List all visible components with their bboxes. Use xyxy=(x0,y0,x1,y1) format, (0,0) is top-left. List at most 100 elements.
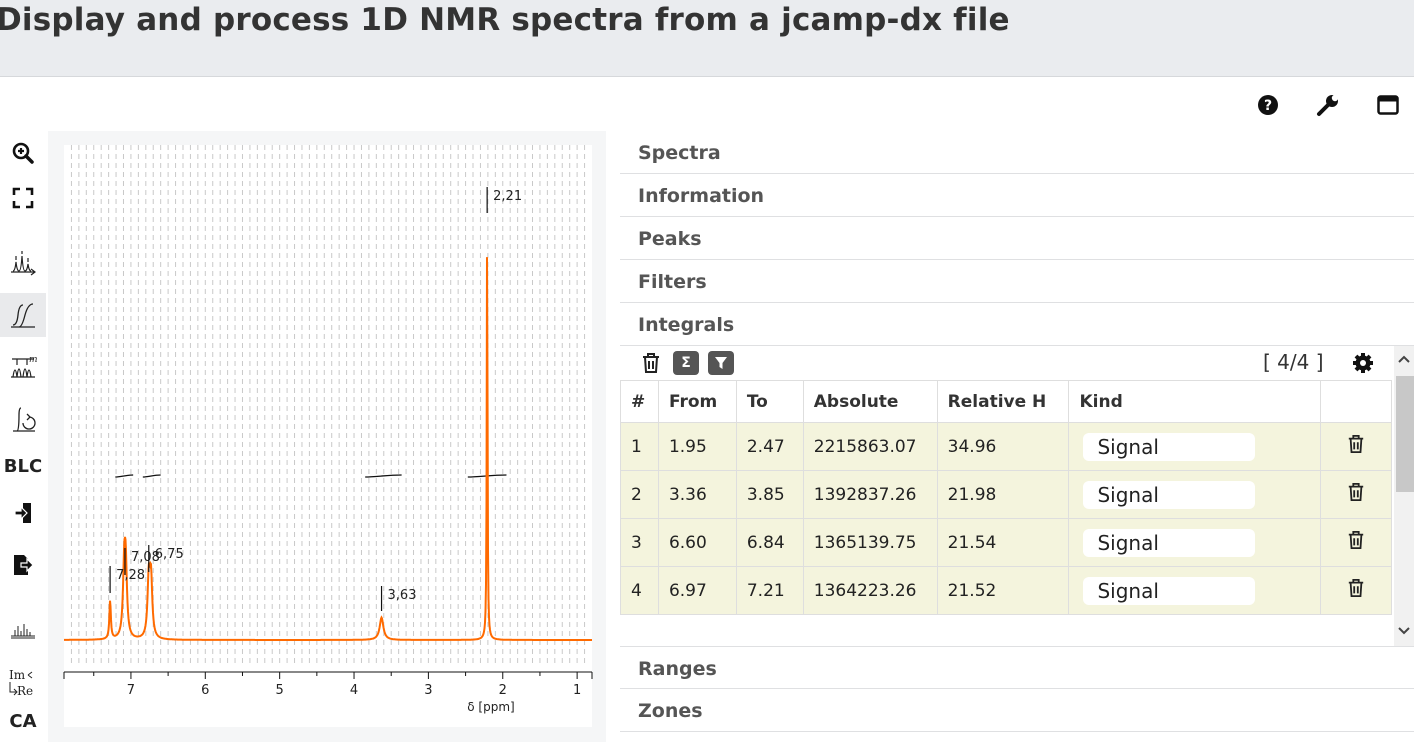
table-row[interactable]: 3 6.60 6.84 1365139.75 21.54 Signal xyxy=(620,518,1392,567)
phase-correction-icon[interactable] xyxy=(0,397,46,441)
import-icon[interactable] xyxy=(0,491,46,535)
integrals-table: # From To Absolute Relative H Kind 1 1.95… xyxy=(620,380,1392,646)
ca-tool[interactable]: CA xyxy=(9,710,37,732)
svg-text:Im: Im xyxy=(9,668,26,682)
kind-select[interactable]: Signal xyxy=(1083,528,1256,557)
cell-to: 6.84 xyxy=(735,518,804,567)
kind-select[interactable]: Signal xyxy=(1083,432,1256,461)
cell-to: 3.85 xyxy=(735,470,804,519)
filter-icon[interactable] xyxy=(708,351,734,375)
col-number[interactable]: # xyxy=(620,380,659,423)
top-toolbar: ? xyxy=(0,78,1414,131)
kind-select[interactable]: Signal xyxy=(1083,480,1256,509)
svg-text:Re: Re xyxy=(17,684,33,698)
x-tick-label: 2 xyxy=(499,683,507,698)
integral-icon[interactable] xyxy=(0,293,46,337)
delete-all-icon[interactable] xyxy=(638,351,664,375)
cell-n: 2 xyxy=(620,470,659,519)
x-tick-label: 7 xyxy=(127,683,135,698)
cell-kind: Signal xyxy=(1068,518,1322,567)
tools-sidebar: m BLC Im Re CA xyxy=(0,131,48,742)
scroll-up-icon[interactable] xyxy=(1397,352,1411,366)
page-title: Display and process 1D NMR spectra from … xyxy=(0,2,1010,38)
panel-integrals[interactable]: Integrals xyxy=(620,303,1414,346)
cell-from: 1.95 xyxy=(657,422,737,471)
cell-from: 6.60 xyxy=(657,518,737,567)
integral-curve[interactable] xyxy=(142,474,161,478)
panel-information[interactable]: Information xyxy=(620,174,1414,217)
panel-zones[interactable]: Zones xyxy=(620,689,1414,732)
trash-icon xyxy=(1348,435,1364,453)
scroll-down-icon[interactable] xyxy=(1397,624,1411,638)
table-row[interactable]: 2 3.36 3.85 1392837.26 21.98 Signal xyxy=(620,470,1392,519)
trash-icon xyxy=(1348,531,1364,549)
cell-kind: Signal xyxy=(1068,566,1322,615)
window-icon[interactable] xyxy=(1375,92,1401,118)
help-icon[interactable]: ? xyxy=(1255,92,1281,118)
cell-n: 1 xyxy=(620,422,659,471)
cell-from: 3.36 xyxy=(657,470,737,519)
x-tick-label: 1 xyxy=(573,683,581,698)
cell-absolute: 1392837.26 xyxy=(802,470,938,519)
cell-relative: 34.96 xyxy=(936,422,1070,471)
peak-label: 6,75 xyxy=(155,547,184,562)
table-header-row: # From To Absolute Relative H Kind xyxy=(620,380,1392,423)
spectrum-line xyxy=(64,257,592,641)
spectrum-chart[interactable]: 7,28 7,08 6,75 3,63 2,21 7 6 5 4 3 2 1 δ [ppm] xyxy=(48,131,606,742)
cell-absolute: 1365139.75 xyxy=(802,518,938,567)
col-kind[interactable]: Kind xyxy=(1068,380,1322,423)
peak-label: 3,63 xyxy=(388,588,417,603)
zoom-in-icon[interactable] xyxy=(0,131,46,175)
multiplet-icon[interactable]: m xyxy=(0,345,46,389)
trash-icon xyxy=(1348,579,1364,597)
kind-select[interactable]: Signal xyxy=(1083,576,1256,605)
spectrum-plot[interactable]: 7,28 7,086,75 3,63 2,21 7 6 5 4 3 2 1 δ [ppm] xyxy=(48,131,606,742)
panel-filters[interactable]: Filters xyxy=(620,260,1414,303)
cell-from: 6.97 xyxy=(657,566,737,615)
panel-peaks[interactable]: Peaks xyxy=(620,217,1414,260)
baseline-correction[interactable]: BLC xyxy=(3,455,43,477)
svg-text:?: ? xyxy=(1264,98,1272,114)
scroll-thumb[interactable] xyxy=(1396,376,1414,492)
delete-row-button[interactable] xyxy=(1320,566,1392,615)
spectrum-stack-icon[interactable] xyxy=(0,607,46,651)
side-panel: Spectra Information Peaks Filters Integr… xyxy=(620,131,1414,742)
settings-icon[interactable] xyxy=(1350,351,1376,375)
col-actions xyxy=(1320,380,1392,423)
integral-curve[interactable] xyxy=(365,474,402,478)
x-tick-label: 3 xyxy=(424,683,432,698)
delete-row-button[interactable] xyxy=(1320,470,1392,519)
cell-to: 7.21 xyxy=(735,566,804,615)
cell-n: 3 xyxy=(620,518,659,567)
peak-picking-icon[interactable] xyxy=(0,241,46,285)
delete-row-button[interactable] xyxy=(1320,518,1392,567)
cell-to: 2.47 xyxy=(735,422,804,471)
col-absolute[interactable]: Absolute xyxy=(802,380,938,423)
peak-label: 2,21 xyxy=(493,189,522,204)
col-relative[interactable]: Relative H xyxy=(936,380,1070,423)
cell-kind: Signal xyxy=(1068,470,1322,519)
x-tick-label: 4 xyxy=(350,683,358,698)
cell-relative: 21.52 xyxy=(936,566,1070,615)
table-row[interactable]: 1 1.95 2.47 2215863.07 34.96 Signal xyxy=(620,422,1392,471)
table-row[interactable]: 4 6.97 7.21 1364223.26 21.52 Signal xyxy=(620,566,1392,615)
col-from[interactable]: From xyxy=(657,380,737,423)
export-icon[interactable] xyxy=(0,543,46,587)
integral-curve[interactable] xyxy=(115,474,134,478)
x-tick-label: 5 xyxy=(276,683,284,698)
integrals-scrollbar[interactable] xyxy=(1394,346,1414,646)
sum-icon[interactable]: Σ xyxy=(673,351,699,375)
fullscreen-icon[interactable] xyxy=(0,176,46,220)
trash-icon xyxy=(1348,483,1364,501)
title-bar: Display and process 1D NMR spectra from … xyxy=(0,0,1414,77)
panel-ranges[interactable]: Ranges xyxy=(620,646,1414,689)
integral-counter: [ 4/4 ] xyxy=(1263,350,1324,374)
real-imaginary-icon[interactable]: Im Re xyxy=(0,661,46,705)
cell-kind: Signal xyxy=(1068,422,1322,471)
col-to[interactable]: To xyxy=(735,380,804,423)
wrench-icon[interactable] xyxy=(1315,92,1341,118)
panel-spectra[interactable]: Spectra xyxy=(620,131,1414,174)
peak-label: 7,08 xyxy=(131,550,160,565)
cell-absolute: 1364223.26 xyxy=(802,566,938,615)
delete-row-button[interactable] xyxy=(1320,422,1392,471)
